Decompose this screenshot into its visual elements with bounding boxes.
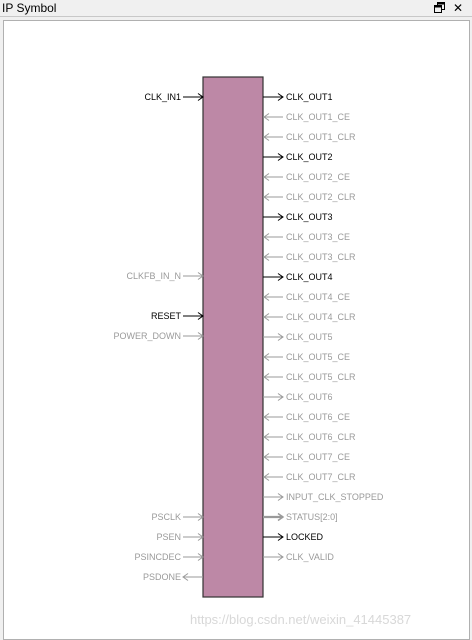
port-arrow-clk-out1-ce	[263, 113, 270, 121]
close-icon[interactable]: ✕	[452, 1, 464, 15]
port-label-clk-out1: CLK_OUT1	[286, 92, 333, 102]
port-label-clk-out7-clr: CLK_OUT7_CLR	[286, 472, 356, 482]
port-label-clk-in1: CLK_IN1	[144, 92, 181, 102]
port-label-psen: PSEN	[156, 532, 181, 542]
port-label-psclk: PSCLK	[151, 512, 181, 522]
port-arrow-clk-out3	[277, 213, 284, 221]
port-label-clk-out6-ce: CLK_OUT6_CE	[286, 412, 350, 422]
port-label-clk-out5-ce: CLK_OUT5_CE	[286, 352, 350, 362]
port-arrow-clk-out5-ce	[263, 353, 270, 361]
port-arrow-clk-out1	[277, 93, 284, 101]
port-arrow-clk-out2-clr	[263, 193, 270, 201]
port-arrow-clk-valid	[277, 553, 284, 561]
port-arrow-clkfb-in-n	[197, 272, 204, 280]
ip-symbol-diagram: CLK_IN1 CLKFB_IN_N RESET POWER_DOWN PSCLK PSE…	[114, 76, 384, 598]
port-label-clk-out3-ce: CLK_OUT3_CE	[286, 232, 350, 242]
panel-titlebar: IP Symbol ✕	[0, 0, 472, 17]
port-arrow-clk-out5	[277, 333, 284, 341]
watermark-text: https://blog.csdn.net/weixin_41445387	[190, 612, 412, 627]
port-arrow-psdone	[182, 573, 189, 581]
port-arrow-psclk	[197, 513, 204, 521]
port-arrow-status-2-0	[277, 512, 285, 522]
port-arrow-clk-out6-ce	[263, 413, 270, 421]
port-label-clk-out2-ce: CLK_OUT2_CE	[286, 172, 350, 182]
port-label-power-down: POWER_DOWN	[114, 331, 182, 341]
port-label-clk-out2: CLK_OUT2	[286, 152, 333, 162]
port-arrow-clk-out6-clr	[263, 433, 270, 441]
port-arrow-reset	[197, 312, 204, 320]
port-label-clk-out3-clr: CLK_OUT3_CLR	[286, 252, 356, 262]
port-label-locked: LOCKED	[286, 532, 324, 542]
port-label-clk-out5: CLK_OUT5	[286, 332, 333, 342]
port-label-clk-out1-ce: CLK_OUT1_CE	[286, 112, 350, 122]
port-label-clk-out3: CLK_OUT3	[286, 212, 333, 222]
port-label-psincdec: PSINCDEC	[134, 552, 181, 562]
port-arrow-input-clk-stopped	[277, 493, 284, 501]
port-arrow-clk-out6	[277, 393, 284, 401]
port-arrow-power-down	[197, 332, 204, 340]
port-arrow-clk-out4	[277, 273, 284, 281]
port-arrow-clk-out7-ce	[263, 453, 270, 461]
port-label-clk-out2-clr: CLK_OUT2_CLR	[286, 192, 356, 202]
port-arrow-clk-out2-ce	[263, 173, 270, 181]
port-arrow-clk-out1-clr	[263, 133, 270, 141]
port-arrow-psincdec	[197, 553, 204, 561]
port-label-clk-out1-clr: CLK_OUT1_CLR	[286, 132, 356, 142]
port-arrow-clk-out2	[277, 153, 284, 161]
port-arrow-clk-out3-clr	[263, 253, 270, 261]
port-label-status-2-0: STATUS[2:0]	[286, 512, 338, 522]
port-label-clk-out7-ce: CLK_OUT7_CE	[286, 452, 350, 462]
port-label-clk-out4-clr: CLK_OUT4_CLR	[286, 312, 356, 322]
port-arrow-clk-out7-clr	[263, 473, 270, 481]
port-arrow-clk-out4-ce	[263, 293, 270, 301]
port-label-clk-out5-clr: CLK_OUT5_CLR	[286, 372, 356, 382]
port-arrow-psen	[197, 533, 204, 541]
port-arrow-clk-out4-clr	[263, 313, 270, 321]
ip-symbol-canvas: CLK_IN1 CLKFB_IN_N RESET POWER_DOWN PSCLK PSE…	[3, 20, 470, 640]
port-arrow-locked	[277, 533, 284, 541]
port-label-clk-out6: CLK_OUT6	[286, 392, 333, 402]
port-label-clk-valid: CLK_VALID	[286, 552, 334, 562]
port-arrow-clk-out5-clr	[263, 373, 270, 381]
port-label-clk-out4: CLK_OUT4	[286, 272, 333, 282]
port-label-clk-out6-clr: CLK_OUT6_CLR	[286, 432, 356, 442]
port-label-reset: RESET	[151, 311, 182, 321]
ip-block-body	[202, 76, 264, 598]
port-label-clkfb-in-n: CLKFB_IN_N	[126, 271, 181, 281]
port-arrow-clk-in1	[197, 93, 204, 101]
port-label-psdone: PSDONE	[143, 572, 181, 582]
port-label-input-clk-stopped: INPUT_CLK_STOPPED	[286, 492, 384, 502]
panel-title: IP Symbol	[2, 1, 57, 15]
port-label-clk-out4-ce: CLK_OUT4_CE	[286, 292, 350, 302]
port-arrow-clk-out3-ce	[263, 233, 270, 241]
restore-window-icon[interactable]	[434, 2, 446, 14]
